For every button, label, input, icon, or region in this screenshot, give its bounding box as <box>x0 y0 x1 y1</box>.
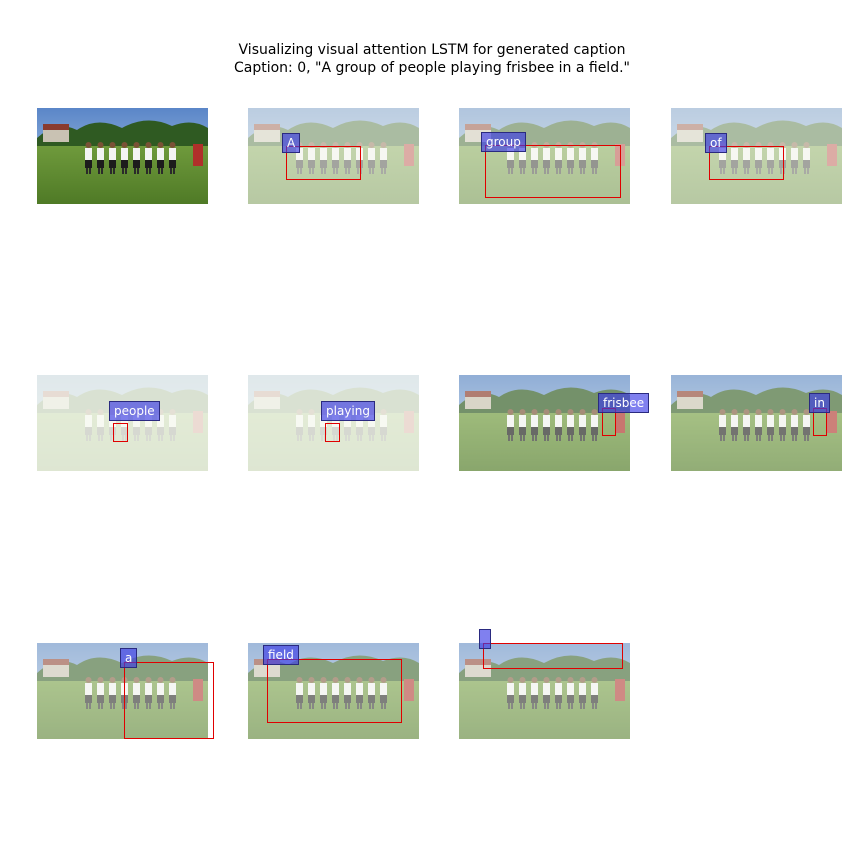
attention-panel: of <box>671 108 842 204</box>
word-label: frisbee <box>598 393 650 413</box>
photo-image <box>37 108 208 204</box>
word-label: group <box>481 132 526 152</box>
word-label: A <box>282 133 301 153</box>
attention-heatmap-image <box>459 108 630 204</box>
word-label: of <box>705 133 727 153</box>
attention-box <box>325 423 340 442</box>
attention-panel <box>459 629 630 739</box>
attention-heatmap-image <box>459 375 630 471</box>
attention-box <box>483 643 623 669</box>
word-label: people <box>109 401 160 421</box>
attention-panel: a <box>37 643 214 739</box>
attention-heatmap-image <box>671 375 842 471</box>
attention-panel: in <box>671 375 842 471</box>
attention-panel: A <box>248 108 419 204</box>
attention-panel: playing <box>248 375 419 471</box>
attention-box <box>485 145 621 198</box>
figure-title-line-1: Visualizing visual attention LSTM for ge… <box>238 42 626 58</box>
attention-panel: field <box>248 643 419 739</box>
attention-box <box>709 146 784 180</box>
original-image-panel <box>37 108 208 204</box>
attention-heatmap-image <box>671 108 842 204</box>
figure-title-line-2: Caption: 0, "A group of people playing f… <box>234 60 630 76</box>
attention-box <box>286 146 361 180</box>
attention-box <box>113 423 128 442</box>
word-label <box>479 629 491 649</box>
attention-panel: group <box>459 108 630 204</box>
word-label: in <box>809 393 830 413</box>
word-label: field <box>263 645 299 665</box>
word-label: playing <box>321 401 375 421</box>
attention-box <box>267 659 402 723</box>
attention-heatmap-image <box>37 375 208 471</box>
attention-box <box>124 662 214 739</box>
attention-panel: frisbee <box>459 375 650 471</box>
attention-panel: people <box>37 375 208 471</box>
attention-heatmap-image <box>248 108 419 204</box>
attention-heatmap-image <box>459 643 630 739</box>
word-label: a <box>120 648 138 668</box>
